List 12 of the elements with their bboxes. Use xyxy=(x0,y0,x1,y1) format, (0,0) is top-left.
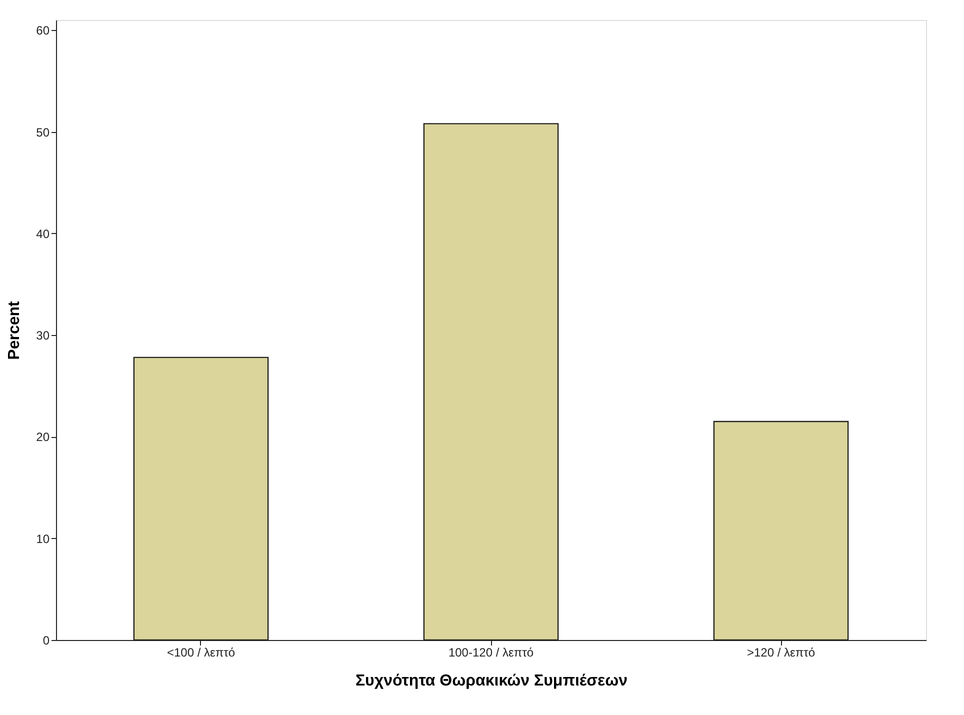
y-tick-label: 20 xyxy=(36,430,50,444)
x-tick-label: >120 / λεπτό xyxy=(746,646,816,660)
x-tick-label: <100 / λεπτό xyxy=(166,646,236,660)
y-tick-label: 50 xyxy=(36,125,50,140)
y-tick-label: 40 xyxy=(36,226,50,241)
x-axis-title: Συχνότητα Θωρακικών Συμπιέσεων xyxy=(355,672,628,690)
y-tick-label: 30 xyxy=(36,328,50,343)
y-axis-title: Percent xyxy=(6,300,24,360)
x-tick-label: 100-120 / λεπτό xyxy=(448,646,534,660)
y-tick-label: 10 xyxy=(36,532,50,546)
y-tick-label: 0 xyxy=(42,634,50,648)
y-tick-label: 60 xyxy=(36,24,50,38)
